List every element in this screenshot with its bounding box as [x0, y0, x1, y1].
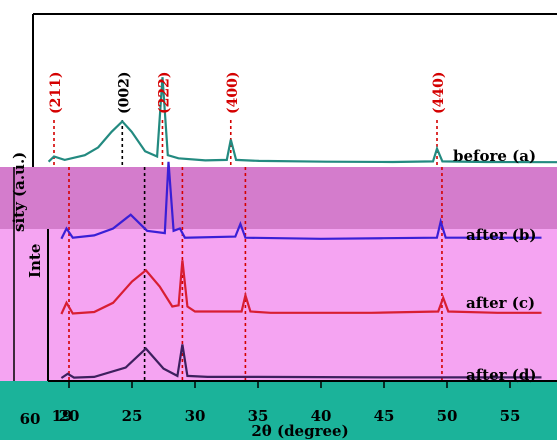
bottom-band	[0, 381, 557, 440]
plot-area-top	[33, 14, 557, 167]
upper-overlay	[0, 167, 557, 229]
y-axis-label: sity (a.u.)	[10, 152, 28, 232]
series-label: after (d)	[466, 366, 536, 384]
x-tick-label: 50	[437, 407, 458, 425]
lower-overlay	[0, 229, 557, 381]
series-line	[60, 344, 542, 379]
x-tick-label: 20	[59, 407, 80, 425]
peak-label: (440)	[431, 72, 447, 114]
x-tick-label: 25	[122, 407, 143, 425]
x-tick-label: 40	[311, 407, 332, 425]
peak-label: (400)	[225, 72, 241, 114]
series-label: before (a)	[453, 147, 536, 165]
peak-label: (002)	[116, 72, 132, 114]
series-line	[47, 77, 557, 164]
series-label: after (c)	[466, 294, 535, 312]
x-tick-label: 35	[248, 407, 269, 425]
x-tick-label: 45	[374, 407, 395, 425]
x-tick-label: 55	[500, 407, 521, 425]
x-tick-label-fragment: 19	[52, 407, 73, 425]
series-line	[60, 161, 542, 240]
left-fragment-tick: 60	[20, 410, 41, 428]
peak-label: (211)	[48, 72, 64, 114]
peak-label: (222)	[156, 72, 172, 114]
x-axis-label: 2θ (degree)	[251, 422, 348, 440]
series-label: after (b)	[466, 226, 536, 244]
series-line	[60, 260, 542, 315]
x-tick-label: 30	[185, 407, 206, 425]
y-axis-label-fragment: Inte	[26, 244, 44, 278]
